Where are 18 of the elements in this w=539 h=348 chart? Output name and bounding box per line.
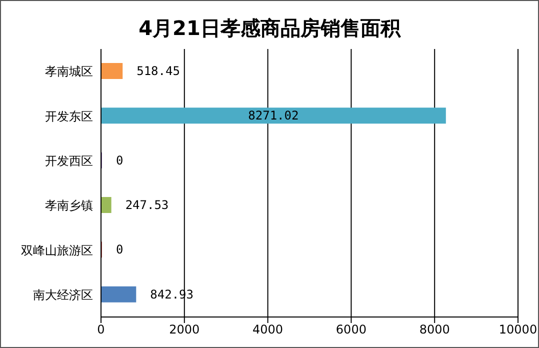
x-tick-label: 4000 [252, 322, 284, 337]
y-tick-label: 开发西区 [45, 154, 93, 168]
x-tick-label: 8000 [419, 322, 450, 337]
y-tick-label: 双峰山旅游区 [21, 243, 93, 258]
x-tick-label: 2000 [169, 322, 200, 337]
data-label: 518.45 [136, 64, 180, 78]
data-label: 0 [116, 153, 124, 168]
y-tick-label: 孝南城区 [45, 64, 93, 79]
chart-title: 4月21日孝感商品房销售面积 [138, 15, 402, 42]
x-tick-label: 10000 [498, 322, 538, 337]
data-label: 8271.02 [248, 108, 299, 123]
y-tick-label: 南大经济区 [33, 288, 93, 302]
x-tick-label: 0 [97, 322, 105, 337]
x-tick-label: 6000 [336, 322, 366, 337]
y-tick-label: 开发东区 [45, 109, 93, 124]
y-tick-label: 孝南乡镇 [45, 198, 93, 213]
data-label: 0 [116, 242, 124, 257]
data-label: 247.53 [125, 198, 169, 212]
